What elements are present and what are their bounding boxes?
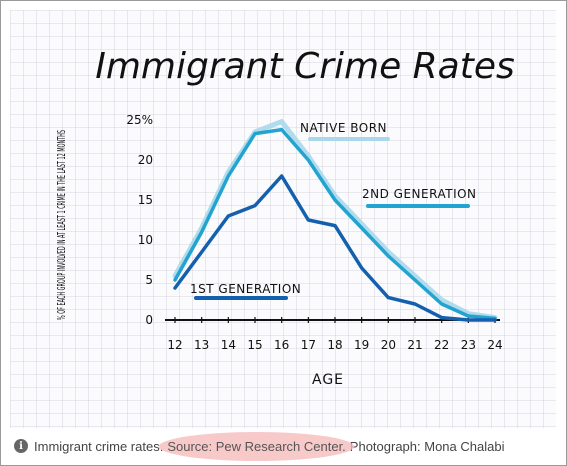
y-tick-label: 5 <box>145 273 153 287</box>
graph-paper-grid <box>10 10 556 428</box>
x-tick-label: 12 <box>167 338 182 352</box>
series-label: 2ND GENERATION <box>362 187 477 201</box>
info-icon[interactable]: i <box>14 439 28 453</box>
source-highlight: Source: Pew Research Center. <box>159 431 355 461</box>
chart-photo: Immigrant Crime Rates % OF EACH GROUP IN… <box>10 10 556 428</box>
caption-bar: i Immigrant crime rates. Source: Pew Res… <box>10 431 556 461</box>
y-tick-label: 0 <box>145 313 153 327</box>
caption-photo-credit: Photograph: Mona Chalabi <box>349 438 505 454</box>
series-line-second-generation <box>173 127 497 321</box>
series-lines <box>172 119 498 322</box>
x-tick-label: 23 <box>461 338 476 352</box>
y-tick-label: 20 <box>138 153 153 167</box>
axes: 12 13 14 15 16 17 18 19 20 21 22 23 24 0 5 10 15 20 25% <box>126 113 502 352</box>
x-axis-label: AGE <box>312 372 344 388</box>
x-tick-label: 17 <box>301 338 316 352</box>
caption-text: Immigrant crime rates. <box>34 438 164 454</box>
y-tick-label: 10 <box>138 233 153 247</box>
x-tick-label: 13 <box>194 338 209 352</box>
x-tick-label: 22 <box>434 338 449 352</box>
caption-source: Source: Pew Research Center. <box>159 431 355 461</box>
line-chart: Immigrant Crime Rates % OF EACH GROUP IN… <box>10 10 556 428</box>
y-tick-label: 25% <box>126 113 153 127</box>
chart-title: Immigrant Crime Rates <box>95 46 515 87</box>
series-label: NATIVE BORN <box>300 121 387 135</box>
series-label: 1ST GENERATION <box>190 282 301 296</box>
series-line-first-generation <box>173 174 497 322</box>
x-tick-label: 20 <box>381 338 396 352</box>
y-tick-label: 15 <box>138 193 153 207</box>
x-tick-label: 16 <box>274 338 289 352</box>
y-axis-label: % OF EACH GROUP INVOLVED IN AT LEAST 1 C… <box>55 130 68 320</box>
x-tick-label: 15 <box>247 338 262 352</box>
x-tick-label: 21 <box>407 338 422 352</box>
x-tick-label: 19 <box>354 338 369 352</box>
x-tick-label: 18 <box>327 338 342 352</box>
x-tick-label: 14 <box>221 338 236 352</box>
x-tick-label: 24 <box>487 338 502 352</box>
series-labels: NATIVE BORN 2ND GENERATION 1ST GENERATION <box>190 121 477 300</box>
series-line-native-born <box>172 119 498 321</box>
